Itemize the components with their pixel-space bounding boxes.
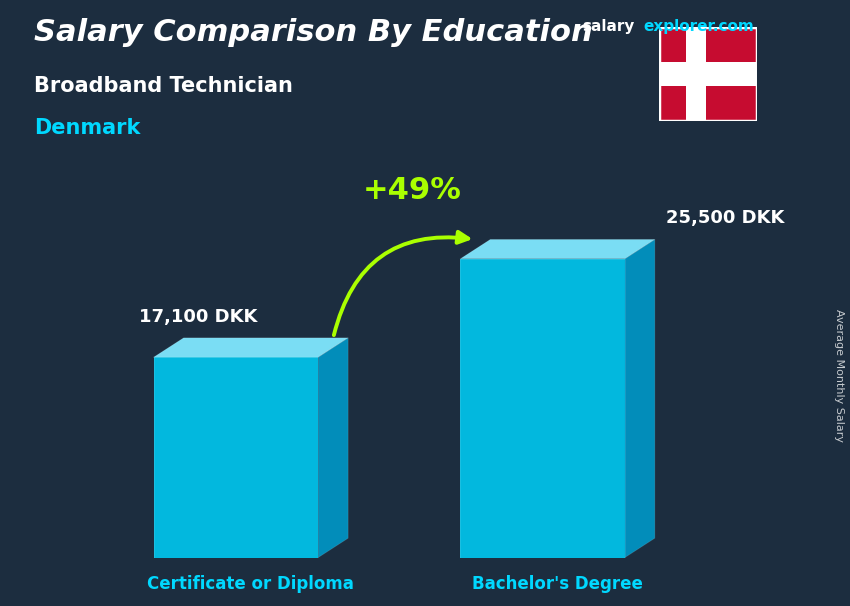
Text: Salary Comparison By Education: Salary Comparison By Education: [34, 18, 592, 47]
Text: 17,100 DKK: 17,100 DKK: [139, 307, 257, 325]
Polygon shape: [461, 259, 625, 558]
Text: Bachelor's Degree: Bachelor's Degree: [472, 575, 643, 593]
Polygon shape: [686, 27, 706, 121]
Polygon shape: [659, 62, 756, 87]
Polygon shape: [461, 239, 654, 259]
Text: Average Monthly Salary: Average Monthly Salary: [834, 309, 844, 442]
Polygon shape: [154, 357, 318, 558]
Text: 25,500 DKK: 25,500 DKK: [666, 209, 785, 227]
Text: Certificate or Diploma: Certificate or Diploma: [148, 575, 354, 593]
Text: salary: salary: [582, 19, 635, 35]
Text: +49%: +49%: [362, 176, 462, 205]
FancyArrowPatch shape: [334, 232, 468, 335]
Text: Denmark: Denmark: [34, 118, 140, 138]
Text: Broadband Technician: Broadband Technician: [34, 76, 293, 96]
Polygon shape: [318, 338, 348, 558]
Text: explorer.com: explorer.com: [643, 19, 754, 35]
Polygon shape: [154, 338, 348, 357]
Polygon shape: [625, 239, 654, 558]
Polygon shape: [659, 27, 756, 121]
